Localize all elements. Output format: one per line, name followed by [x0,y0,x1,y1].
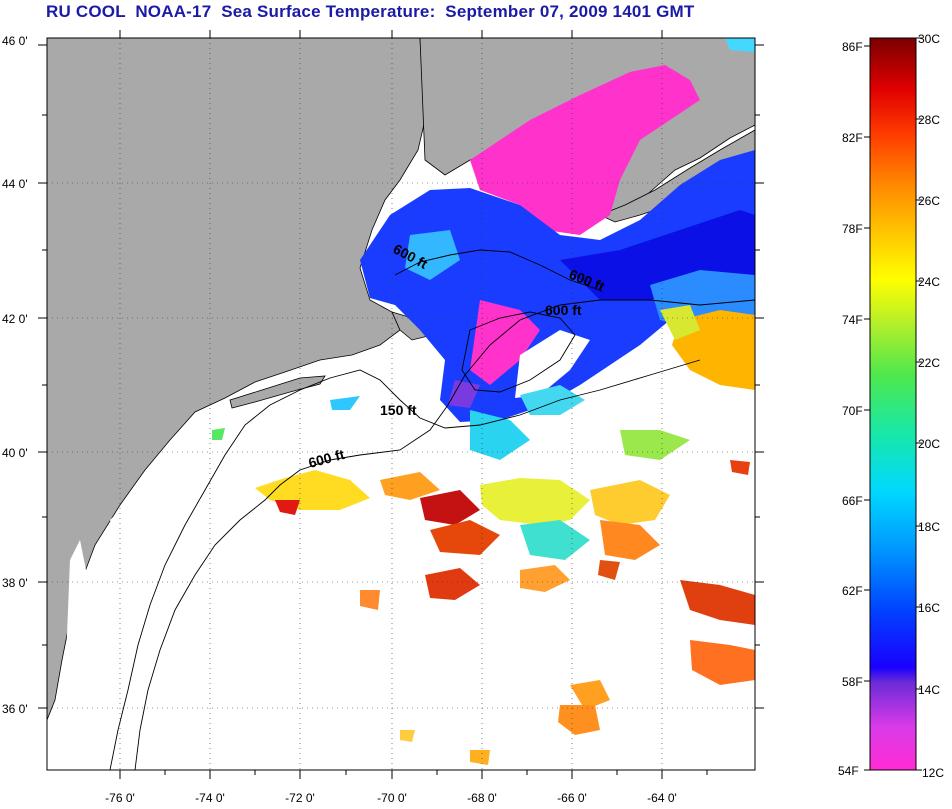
lon-label: -64 0' [647,791,677,805]
lat-label: 36 0' [2,702,28,716]
map-area: 600 ft 600 ft 600 ft 150 ft 600 ft [47,38,755,770]
lon-label: -72 0' [285,791,315,805]
longitude-labels: -76 0' -74 0' -72 0' -70 0' -68 0' -66 0… [105,791,677,805]
depth-contours [109,249,755,770]
lon-label: -76 0' [105,791,135,805]
contour-600ft-gulf-maine [394,249,601,291]
contour-600ft-shelf-break [134,299,755,770]
colorbar-c-label: 18C [918,520,940,534]
long-island [229,375,326,409]
colorbar-c-label: 20C [918,437,940,451]
colorbar-f-label: 70F [842,404,863,418]
colorbar-f-label: 62F [842,584,863,598]
colorbar-c-label: 30C [918,32,940,46]
colorbar-f-label: 86F [842,40,863,54]
chesapeake-water [66,540,88,690]
contour-label-150ft: 150 ft [380,402,417,418]
graticule [47,38,755,770]
contour-label-600ft-georges: 600 ft [545,302,582,318]
colorbar-c-label: 14C [918,683,940,697]
chart-title: RU COOL NOAA-17 Sea Surface Temperature:… [46,2,695,21]
sst-field [212,38,755,765]
map-frame [46,37,756,771]
color-scale-legend: 86F 82F 78F 74F 70F 66F 62F 58F 54F 30C … [838,32,944,780]
colorbar-f-label: 66F [842,494,863,508]
delaware-bay-water [110,505,130,548]
lat-label: 46 0' [2,34,28,48]
lon-label: -70 0' [377,791,407,805]
lat-label: 40 0' [2,446,28,460]
georges-bank-contour [461,311,576,393]
color-scale-bar [869,37,917,771]
colorbar-f-label: 74F [842,313,863,327]
lat-label: 42 0' [2,312,28,326]
lon-label: -68 0' [467,791,497,805]
nova-scotia [598,129,755,223]
lat-label: 44 0' [2,177,28,191]
colorbar-c-label: 28C [918,113,940,127]
colorbar-c-label: 26C [918,194,940,208]
colorbar-f-label: 58F [842,675,863,689]
contour-150ft [109,359,701,770]
colorbar-c-label: 22C [918,356,940,370]
colorbar-f-label: 82F [842,131,863,145]
colorbar-c-label: 12C [922,766,944,780]
colorbar-c-label: 16C [918,601,940,615]
lat-label: 38 0' [2,576,28,590]
lon-label: -66 0' [557,791,587,805]
colorbar-f-label: 78F [842,222,863,236]
map-ticks [38,30,764,779]
colorbar-c-label: 24C [918,275,940,289]
colorbar-f-label: 54F [838,764,859,778]
lon-label: -74 0' [195,791,225,805]
latitude-labels: 46 0' 44 0' 42 0' 40 0' 38 0' 36 0' [2,34,28,716]
